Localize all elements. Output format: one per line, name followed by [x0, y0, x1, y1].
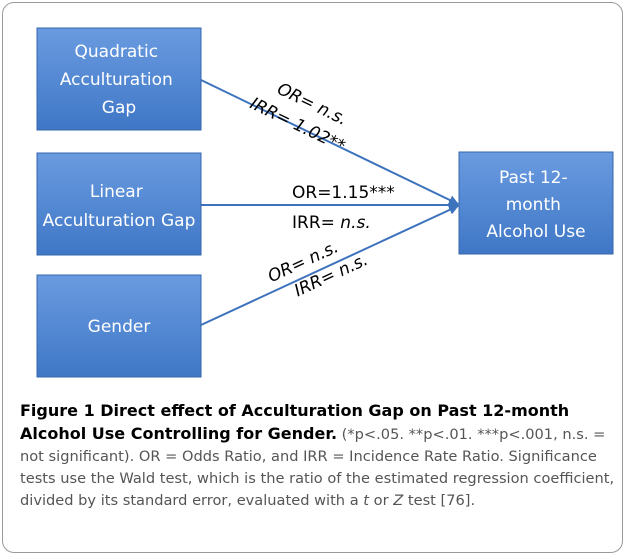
node-label: Past 12- month Alcohol Use [486, 168, 585, 242]
node-line: Quadratic [75, 42, 159, 62]
caption-text: (*p<.05. **p<.01. ***p<.001, n.s. = not … [20, 426, 619, 509]
diagram: Quadratic Acculturation Gap Linear Accul… [36, 27, 614, 378]
caption-text: Z [393, 492, 404, 509]
node-box [36, 152, 202, 256]
node-line: Alcohol Use [486, 222, 585, 242]
node-box [36, 274, 202, 378]
edge-label: OR= n.s. IRR= n.s. [265, 237, 371, 301]
caption: Figure 1 Direct effect of Acculturation … [20, 400, 616, 512]
node-line: Gap [102, 98, 136, 118]
edge [200, 79, 459, 205]
node-label: Gender [88, 317, 151, 337]
edge-line: IRR= n.s. [292, 213, 371, 233]
caption-text: test [76]. [403, 492, 476, 509]
edge-line: OR=1.15*** [292, 183, 395, 203]
node-line: Gender [88, 317, 151, 337]
node-line: Past 12- [499, 168, 568, 188]
edge [200, 205, 459, 326]
figure-frame [2, 2, 623, 553]
node-box [458, 151, 614, 255]
edge-text: IRR= [292, 213, 340, 233]
caption-text: or [369, 492, 394, 509]
edges [200, 79, 459, 326]
node-line: Acculturation Gap [43, 211, 196, 231]
node-box [36, 27, 202, 131]
node-label: Quadratic Acculturation Gap [60, 42, 178, 118]
nodes [36, 27, 614, 378]
edge-text: n.s. [340, 213, 370, 233]
node-line: month [506, 195, 561, 215]
caption-title: Figure 1 Direct effect of Acculturation … [20, 401, 575, 443]
node-line: Linear [90, 182, 143, 202]
node-line: Acculturation [60, 70, 173, 90]
caption-text: t [363, 492, 370, 509]
node-label: Linear Acculturation Gap [43, 182, 196, 231]
edge-text: OR=1.15*** [292, 183, 395, 203]
edge-label: OR= n.s. IRR= 1.02** [247, 79, 351, 157]
